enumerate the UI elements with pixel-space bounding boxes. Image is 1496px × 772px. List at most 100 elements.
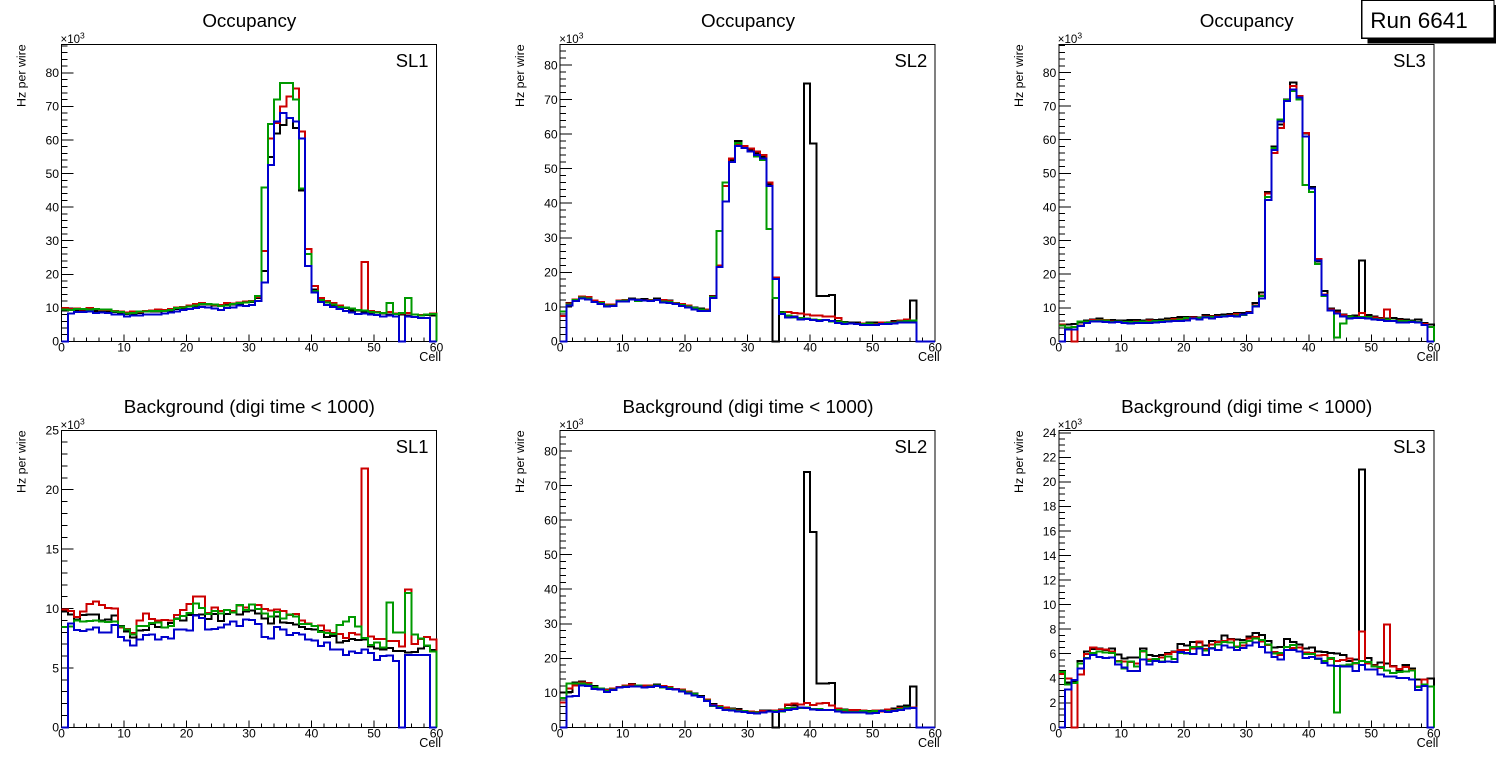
- svg-text:30: 30: [1043, 234, 1057, 248]
- svg-text:30: 30: [45, 234, 59, 248]
- svg-text:Hz per wire: Hz per wire: [15, 430, 29, 493]
- svg-text:40: 40: [1043, 200, 1057, 214]
- svg-text:50: 50: [544, 548, 558, 562]
- svg-text:30: 30: [1240, 341, 1254, 355]
- svg-text:60: 60: [1427, 341, 1441, 355]
- svg-text:10: 10: [616, 341, 630, 355]
- svg-text:×103: ×103: [61, 416, 86, 432]
- svg-text:×103: ×103: [559, 416, 584, 432]
- svg-text:Background (digi time < 1000): Background (digi time < 1000): [124, 396, 375, 417]
- svg-text:40: 40: [544, 583, 558, 597]
- svg-text:30: 30: [242, 727, 256, 741]
- svg-text:70: 70: [45, 100, 59, 114]
- svg-text:12: 12: [1043, 573, 1057, 587]
- svg-text:8: 8: [1050, 623, 1057, 637]
- svg-text:10: 10: [544, 686, 558, 700]
- svg-text:80: 80: [1043, 66, 1057, 80]
- svg-text:Run 6641: Run 6641: [1370, 8, 1468, 33]
- svg-text:20: 20: [1043, 268, 1057, 282]
- svg-text:×103: ×103: [1058, 416, 1083, 432]
- svg-text:10: 10: [1115, 727, 1129, 741]
- svg-text:0: 0: [1055, 727, 1062, 741]
- svg-text:10: 10: [544, 300, 558, 314]
- svg-text:Occupancy: Occupancy: [202, 10, 297, 31]
- svg-text:0: 0: [551, 721, 558, 735]
- svg-text:80: 80: [45, 66, 59, 80]
- svg-text:Hz per wire: Hz per wire: [15, 44, 29, 107]
- svg-text:SL3: SL3: [1393, 436, 1426, 457]
- svg-text:20: 20: [45, 268, 59, 282]
- svg-text:20: 20: [180, 341, 194, 355]
- svg-text:15: 15: [45, 542, 59, 556]
- svg-text:40: 40: [45, 200, 59, 214]
- svg-text:50: 50: [1365, 341, 1379, 355]
- svg-text:30: 30: [242, 341, 256, 355]
- svg-text:Hz per wire: Hz per wire: [513, 430, 527, 493]
- svg-text:70: 70: [1043, 99, 1057, 113]
- svg-text:20: 20: [544, 266, 558, 280]
- svg-text:70: 70: [544, 93, 558, 107]
- svg-text:0: 0: [557, 341, 564, 355]
- svg-text:0: 0: [557, 727, 564, 741]
- svg-text:60: 60: [1043, 133, 1057, 147]
- svg-text:40: 40: [803, 341, 817, 355]
- svg-text:SL3: SL3: [1393, 50, 1426, 71]
- svg-text:Background (digi time < 1000): Background (digi time < 1000): [1121, 396, 1372, 417]
- svg-text:40: 40: [1302, 727, 1316, 741]
- svg-text:24: 24: [1043, 426, 1057, 440]
- svg-text:50: 50: [1365, 727, 1379, 741]
- svg-text:×103: ×103: [61, 30, 86, 46]
- svg-text:SL2: SL2: [894, 50, 927, 71]
- svg-text:50: 50: [367, 341, 381, 355]
- svg-text:20: 20: [1177, 727, 1191, 741]
- svg-text:80: 80: [544, 58, 558, 72]
- svg-text:20: 20: [1177, 341, 1191, 355]
- svg-text:Hz per wire: Hz per wire: [1012, 430, 1026, 493]
- svg-text:20: 20: [1043, 475, 1057, 489]
- svg-text:Cell: Cell: [419, 736, 441, 750]
- svg-text:25: 25: [45, 424, 59, 438]
- svg-text:30: 30: [544, 617, 558, 631]
- svg-text:Cell: Cell: [918, 736, 940, 750]
- svg-text:0: 0: [551, 335, 558, 349]
- svg-text:0: 0: [52, 335, 59, 349]
- svg-text:Background (digi time < 1000): Background (digi time < 1000): [622, 396, 873, 417]
- svg-text:60: 60: [1427, 727, 1441, 741]
- svg-text:SL1: SL1: [396, 436, 429, 457]
- svg-text:10: 10: [1043, 301, 1057, 315]
- svg-text:50: 50: [866, 341, 880, 355]
- svg-text:60: 60: [928, 727, 942, 741]
- svg-text:40: 40: [803, 727, 817, 741]
- svg-text:10: 10: [616, 727, 630, 741]
- svg-text:Cell: Cell: [918, 350, 940, 364]
- svg-text:6: 6: [1050, 647, 1057, 661]
- svg-text:80: 80: [544, 444, 558, 458]
- svg-text:60: 60: [544, 127, 558, 141]
- svg-text:SL1: SL1: [396, 50, 429, 71]
- svg-text:10: 10: [117, 727, 131, 741]
- svg-text:70: 70: [544, 479, 558, 493]
- svg-text:20: 20: [678, 727, 692, 741]
- svg-text:10: 10: [45, 301, 59, 315]
- svg-text:14: 14: [1043, 549, 1057, 563]
- svg-text:50: 50: [544, 162, 558, 176]
- svg-text:0: 0: [52, 721, 59, 735]
- svg-text:0: 0: [1055, 341, 1062, 355]
- svg-text:Hz per wire: Hz per wire: [513, 44, 527, 107]
- svg-text:Cell: Cell: [419, 350, 441, 364]
- svg-text:Hz per wire: Hz per wire: [1012, 44, 1026, 107]
- svg-text:40: 40: [305, 727, 319, 741]
- svg-text:40: 40: [544, 197, 558, 211]
- svg-text:Occupancy: Occupancy: [701, 10, 796, 31]
- svg-text:16: 16: [1043, 524, 1057, 538]
- svg-text:20: 20: [45, 483, 59, 497]
- svg-text:5: 5: [52, 661, 59, 675]
- svg-text:30: 30: [741, 341, 755, 355]
- svg-text:Occupancy: Occupancy: [1200, 10, 1295, 31]
- svg-text:22: 22: [1043, 451, 1057, 465]
- svg-text:10: 10: [117, 341, 131, 355]
- svg-text:SL2: SL2: [894, 436, 927, 457]
- svg-text:20: 20: [678, 341, 692, 355]
- svg-text:40: 40: [305, 341, 319, 355]
- svg-text:0: 0: [58, 727, 65, 741]
